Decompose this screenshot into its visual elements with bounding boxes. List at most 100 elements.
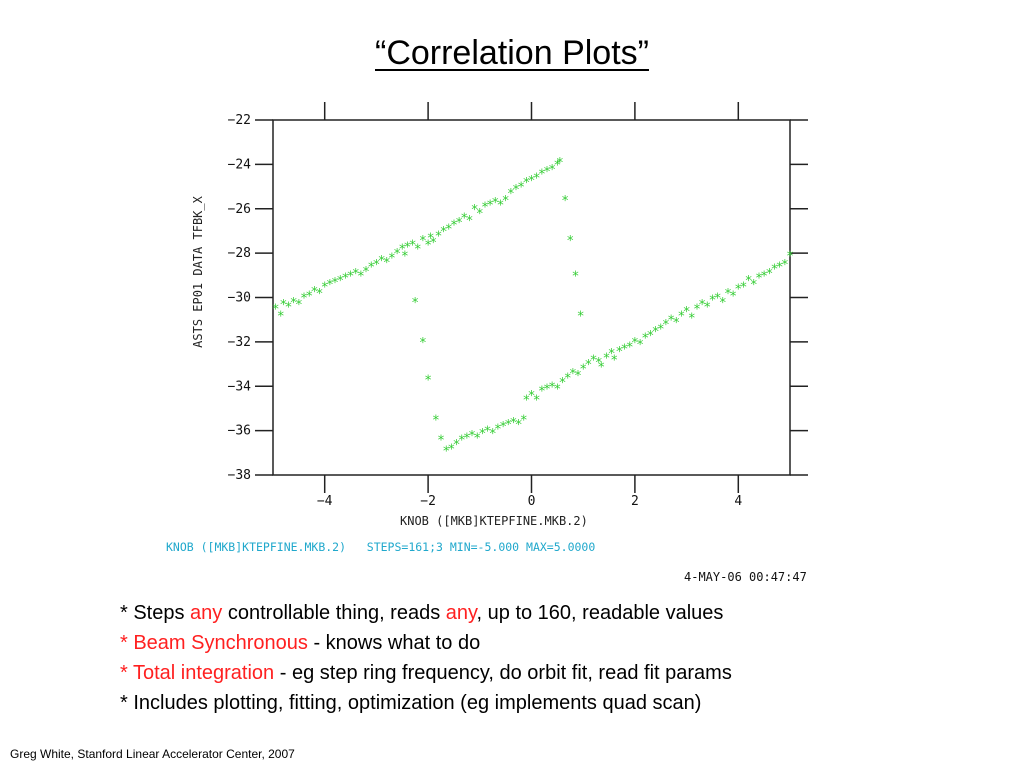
data-point: * (453, 438, 460, 453)
data-point: * (663, 318, 670, 333)
data-point: * (694, 303, 701, 318)
y-tick-label: −24 (228, 157, 252, 172)
data-point: * (598, 360, 605, 375)
y-tick-label: −28 (228, 246, 251, 261)
data-point: * (332, 276, 339, 291)
data-point: * (477, 207, 484, 222)
data-point: * (528, 174, 535, 189)
y-tick-label: −38 (228, 468, 251, 483)
data-point: * (368, 260, 375, 275)
data-point: * (616, 345, 623, 360)
data-point: * (464, 431, 471, 446)
data-point: * (352, 267, 359, 282)
data-point: * (420, 336, 427, 351)
data-point: * (520, 414, 527, 429)
data-point: * (290, 296, 297, 311)
data-point: * (577, 309, 584, 324)
data-point: * (668, 314, 675, 329)
bullet-text: - knows what to do (307, 632, 481, 654)
highlight-text: any (445, 602, 477, 624)
data-point: * (564, 371, 571, 386)
data-point: * (709, 294, 716, 309)
data-point: * (626, 340, 633, 355)
data-point: * (761, 269, 768, 284)
bullet-text: * Steps (120, 602, 191, 624)
x-tick-label: −4 (317, 494, 333, 509)
data-point: * (725, 287, 732, 302)
footer-credit: Greg White, Stanford Linear Accelerator … (10, 747, 295, 761)
bullet-text: * Includes plotting, fitting, optimizati… (120, 692, 702, 714)
data-point: * (278, 309, 285, 324)
data-point: * (523, 176, 530, 191)
x-axis-label: KNOB ([MKB]KTEPFINE.MKB.2) (400, 514, 588, 528)
data-point: * (642, 331, 649, 346)
data-point: * (567, 234, 574, 249)
bullet-text: controllable thing, reads (222, 602, 446, 624)
data-point: * (652, 325, 659, 340)
data-point: * (433, 414, 440, 429)
data-point: * (487, 198, 494, 213)
data-point: * (730, 289, 737, 304)
y-tick-label: −22 (228, 113, 251, 128)
y-tick-label: −36 (228, 424, 251, 439)
data-point: * (389, 252, 396, 267)
data-point: * (554, 158, 561, 173)
data-point: * (451, 218, 458, 233)
data-point: * (562, 194, 569, 209)
data-point: * (502, 194, 509, 209)
data-point: * (513, 183, 520, 198)
data-point: * (394, 247, 401, 262)
data-point: * (611, 354, 618, 369)
data-point: * (608, 347, 615, 362)
data-point: * (446, 223, 453, 238)
data-point: * (518, 181, 525, 196)
data-point: * (554, 382, 561, 397)
data-point: * (466, 214, 473, 229)
data-point: * (745, 274, 752, 289)
data-point: * (456, 216, 463, 231)
y-tick-label: −32 (228, 335, 251, 350)
data-point: * (415, 243, 422, 258)
data-point: * (590, 354, 597, 369)
data-point: * (689, 311, 696, 326)
data-point: * (740, 280, 747, 295)
data-point: * (658, 323, 665, 338)
data-point: * (301, 292, 308, 307)
data-point: * (678, 309, 685, 324)
data-point: * (399, 243, 406, 258)
data-point: * (342, 272, 349, 287)
data-point: * (427, 232, 434, 247)
data-point: * (544, 165, 551, 180)
data-point: * (751, 278, 758, 293)
data-point: * (430, 236, 437, 251)
data-point: * (771, 263, 778, 278)
correlation-plot: −22−24−26−28−30−32−34−36−38−4 −2 0 2 4 *****… (228, 102, 808, 509)
data-point: * (637, 338, 644, 353)
data-point: * (699, 298, 706, 313)
scatter-points: ****************************************… (272, 156, 793, 459)
highlight-text: * Beam Synchronous (120, 632, 308, 654)
knob-info-line: KNOB ([MKB]KTEPFINE.MKB.2) STEPS=161;3 M… (166, 540, 596, 554)
data-point: * (425, 374, 432, 389)
data-point: * (585, 358, 592, 373)
data-point: * (484, 425, 491, 440)
bullet-list: * Steps any controllable thing, reads an… (120, 598, 732, 718)
data-point: * (458, 434, 465, 449)
data-point: * (575, 369, 582, 384)
data-point: * (479, 427, 486, 442)
data-point: * (515, 418, 522, 433)
data-point: * (402, 249, 409, 264)
data-point: * (337, 274, 344, 289)
data-point: * (508, 187, 515, 202)
data-point: * (621, 343, 628, 358)
data-point: * (474, 431, 481, 446)
data-point: * (358, 269, 365, 284)
data-point: * (316, 287, 323, 302)
data-point: * (714, 292, 721, 307)
data-point: * (347, 269, 354, 284)
data-point: * (647, 329, 654, 344)
data-point: * (549, 163, 556, 178)
slide-title: “Correlation Plots” (375, 34, 649, 72)
data-point: * (438, 434, 445, 449)
data-point: * (523, 394, 530, 409)
